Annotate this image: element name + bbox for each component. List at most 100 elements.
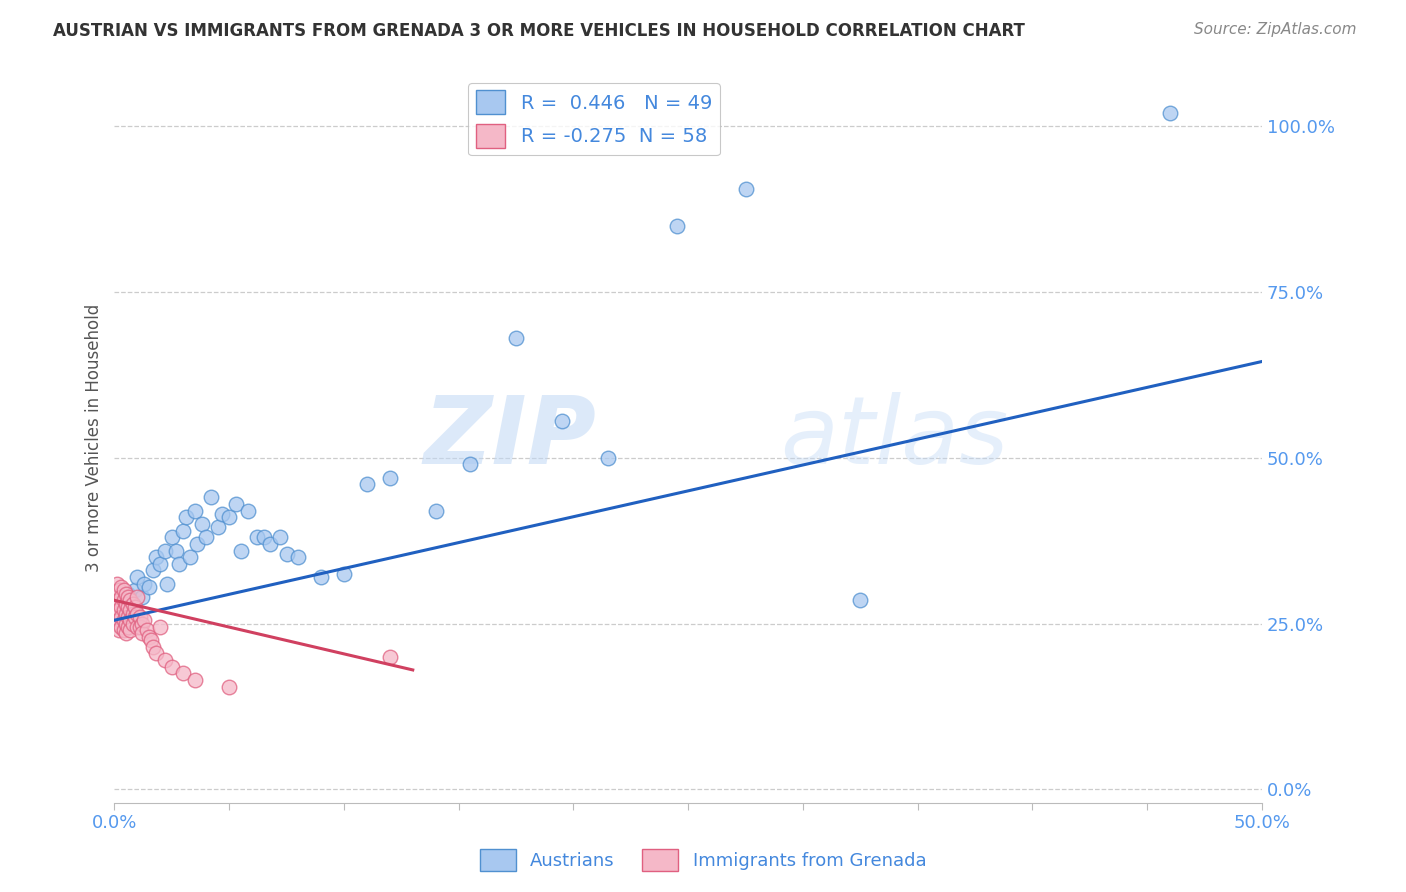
Point	[105, 576, 128, 591]
Point	[108, 603, 131, 617]
Point	[138, 580, 160, 594]
Point	[105, 616, 128, 631]
Point	[108, 623, 131, 637]
Point	[127, 620, 149, 634]
Point	[121, 597, 143, 611]
Text: atlas: atlas	[780, 392, 1008, 483]
Point	[105, 587, 128, 601]
Point	[156, 576, 179, 591]
Point	[112, 583, 135, 598]
Point	[142, 640, 165, 654]
Point	[356, 477, 378, 491]
Point	[145, 646, 167, 660]
Point	[120, 613, 142, 627]
Point	[110, 580, 132, 594]
Point	[174, 510, 197, 524]
Point	[134, 576, 156, 591]
Point	[112, 593, 135, 607]
Point	[186, 537, 208, 551]
Point	[153, 653, 176, 667]
Point	[105, 597, 128, 611]
Point	[110, 610, 132, 624]
Point	[117, 599, 139, 614]
Point	[124, 599, 146, 614]
Point	[110, 590, 132, 604]
Point	[127, 570, 149, 584]
Point	[138, 630, 160, 644]
Point	[149, 620, 172, 634]
Point	[115, 626, 138, 640]
Point	[108, 613, 131, 627]
Point	[849, 593, 872, 607]
Text: Source: ZipAtlas.com: Source: ZipAtlas.com	[1194, 22, 1357, 37]
Point	[184, 504, 207, 518]
Text: ZIP: ZIP	[423, 392, 596, 483]
Point	[1159, 105, 1181, 120]
Point	[505, 331, 527, 345]
Point	[108, 593, 131, 607]
Point	[142, 564, 165, 578]
Point	[551, 414, 574, 428]
Point	[184, 673, 207, 687]
Point	[115, 587, 138, 601]
Point	[115, 597, 138, 611]
Point	[276, 547, 298, 561]
Point	[596, 450, 619, 465]
Point	[167, 557, 190, 571]
Point	[131, 590, 153, 604]
Legend: R =  0.446   N = 49, R = -0.275  N = 58: R = 0.446 N = 49, R = -0.275 N = 58	[468, 83, 720, 155]
Point	[120, 603, 142, 617]
Point	[734, 182, 756, 196]
Point	[195, 530, 218, 544]
Point	[127, 607, 149, 621]
Point	[115, 616, 138, 631]
Point	[190, 516, 212, 531]
Point	[120, 603, 142, 617]
Point	[160, 659, 183, 673]
Point	[218, 510, 240, 524]
Point	[112, 613, 135, 627]
Point	[665, 219, 688, 233]
Point	[149, 557, 172, 571]
Point	[117, 620, 139, 634]
Point	[128, 620, 150, 634]
Point	[112, 593, 135, 607]
Point	[333, 566, 356, 581]
Point	[378, 470, 401, 484]
Point	[117, 587, 139, 601]
Point	[120, 623, 142, 637]
Legend: Austrians, Immigrants from Grenada: Austrians, Immigrants from Grenada	[472, 842, 934, 879]
Point	[145, 550, 167, 565]
Point	[124, 583, 146, 598]
Point	[121, 607, 143, 621]
Point	[105, 607, 128, 621]
Point	[218, 680, 240, 694]
Point	[165, 543, 187, 558]
Point	[207, 520, 229, 534]
Point	[269, 530, 291, 544]
Point	[200, 491, 222, 505]
Point	[236, 504, 259, 518]
Point	[127, 590, 149, 604]
Point	[117, 610, 139, 624]
Text: AUSTRIAN VS IMMIGRANTS FROM GRENADA 3 OR MORE VEHICLES IN HOUSEHOLD CORRELATION : AUSTRIAN VS IMMIGRANTS FROM GRENADA 3 OR…	[53, 22, 1025, 40]
Point	[121, 616, 143, 631]
Point	[139, 633, 162, 648]
Point	[134, 613, 156, 627]
Point	[172, 524, 194, 538]
Point	[117, 590, 139, 604]
Point	[378, 649, 401, 664]
Point	[172, 666, 194, 681]
Point	[128, 610, 150, 624]
Point	[124, 610, 146, 624]
Point	[160, 530, 183, 544]
Point	[153, 543, 176, 558]
Point	[287, 550, 309, 565]
Point	[131, 626, 153, 640]
Point	[309, 570, 332, 584]
Point	[259, 537, 281, 551]
Point	[112, 603, 135, 617]
Point	[115, 607, 138, 621]
Point	[179, 550, 201, 565]
Point	[110, 599, 132, 614]
